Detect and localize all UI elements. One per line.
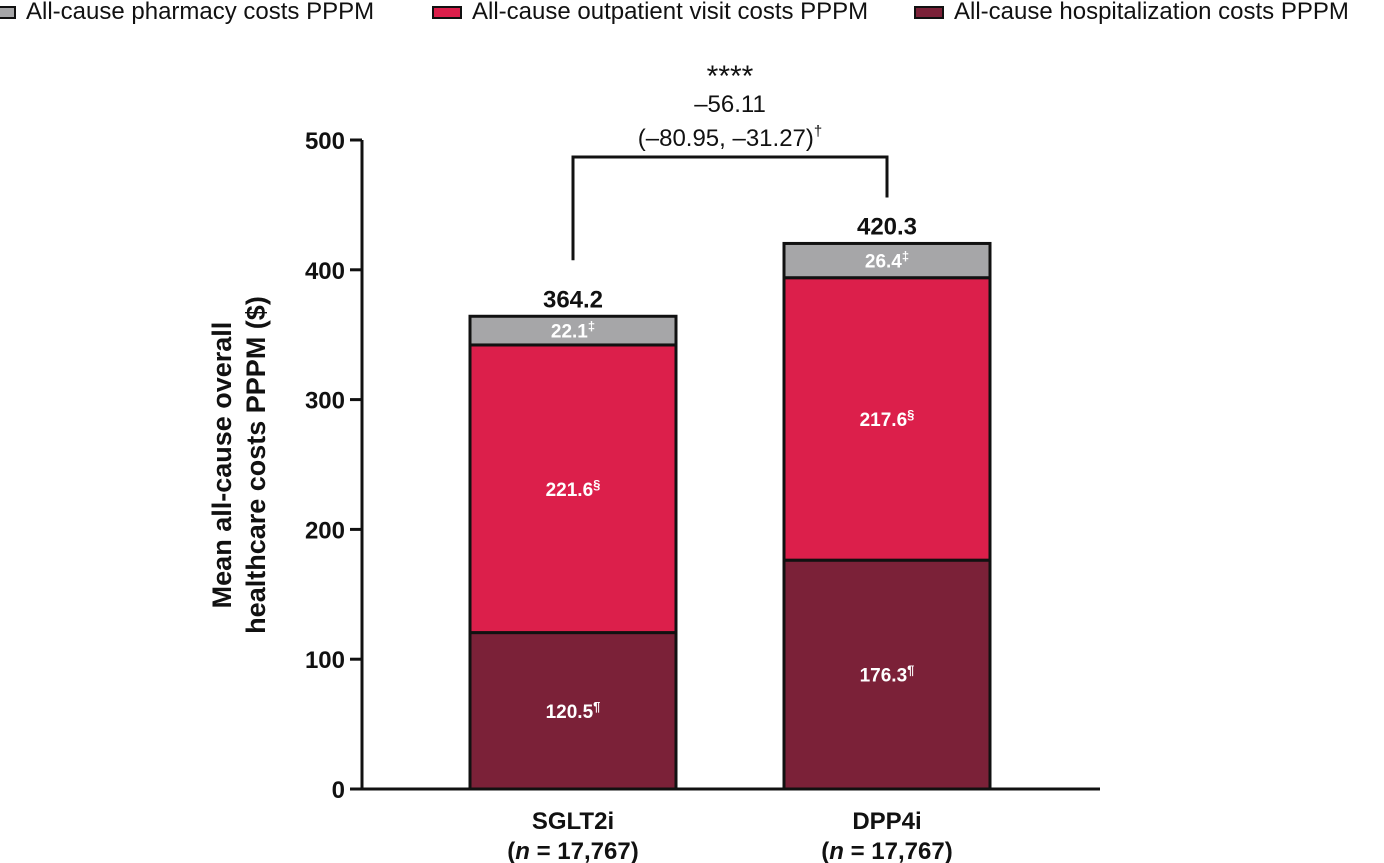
legend: All-cause pharmacy costs PPPM All-cause … xyxy=(0,0,1384,26)
legend-item-pharmacy: All-cause pharmacy costs PPPM xyxy=(0,0,374,24)
x-tick-sublabel: (n = 17,767) xyxy=(507,838,638,863)
comparison-bracket xyxy=(571,155,889,261)
y-tick-label: 100 xyxy=(305,647,345,674)
legend-label-hospitalization: All-cause hospitalization costs PPPM xyxy=(954,0,1349,25)
bar-segment xyxy=(782,558,992,791)
bar-segment-label: 176.3¶ xyxy=(860,663,915,687)
bar-total-label: 364.2 xyxy=(543,286,603,313)
y-tick-label: 300 xyxy=(305,388,345,415)
y-axis: 0 100 200 300 400 500 xyxy=(305,128,364,804)
x-tick-label: DPP4i xyxy=(852,808,921,835)
significance-stars: **** xyxy=(707,60,754,93)
bar-segment xyxy=(782,241,992,280)
y-tick-label: 200 xyxy=(305,517,345,544)
x-tick-label: SGLT2i xyxy=(532,808,614,835)
x-tick-sublabel: (n = 17,767) xyxy=(821,838,952,863)
difference-value: –56.11 xyxy=(694,91,766,118)
confidence-interval: (–80.95, –31.27)† xyxy=(638,123,822,152)
y-axis-label: Mean all-cause overall healthcare costs P… xyxy=(207,296,271,634)
legend-item-hospitalization: All-cause hospitalization costs PPPM xyxy=(914,0,1349,24)
legend-swatch-outpatient xyxy=(432,5,462,19)
y-tick-label: 400 xyxy=(305,258,345,285)
y-tick-label: 500 xyxy=(305,128,345,155)
legend-label-pharmacy: All-cause pharmacy costs PPPM xyxy=(26,0,375,25)
legend-label-outpatient: All-cause outpatient visit costs PPPM xyxy=(472,0,869,25)
legend-item-outpatient: All-cause outpatient visit costs PPPM xyxy=(432,0,868,24)
bar-segment-label: 120.5¶ xyxy=(546,699,601,723)
y-tick-label: 0 xyxy=(332,777,345,804)
legend-swatch-pharmacy xyxy=(0,5,16,19)
comparison-annotation: ****–56.11 (–80.95, –31.27)† xyxy=(571,60,889,261)
bars: 120.5¶ 221.6§ 22.1‡ 364.2 176.3¶ 217.6§ 26.4‡ 4… xyxy=(468,213,992,791)
bar-total-label: 420.3 xyxy=(857,213,917,240)
bar-segment xyxy=(468,314,678,347)
x-axis: SGLT2i (n = 17,767) DPP4i (n = 17,767) xyxy=(360,787,1100,863)
bar-segment xyxy=(782,276,992,562)
bar-segment-label: 22.1‡ xyxy=(551,319,595,343)
bar-segment-label: 26.4‡ xyxy=(865,249,909,273)
y-axis-label-line: healthcare costs PPPM ($) xyxy=(241,296,271,634)
bar-segment-label: 221.6§ xyxy=(546,477,601,501)
bar-segment-label: 217.6§ xyxy=(860,407,915,431)
y-axis-label-line: Mean all-cause overall xyxy=(207,322,237,609)
legend-swatch-hospitalization xyxy=(914,5,944,19)
